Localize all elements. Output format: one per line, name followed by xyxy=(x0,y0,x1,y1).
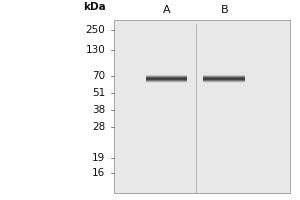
FancyBboxPatch shape xyxy=(146,76,187,77)
Text: 16: 16 xyxy=(92,168,105,178)
Text: 70: 70 xyxy=(92,71,105,81)
FancyBboxPatch shape xyxy=(203,78,245,79)
FancyBboxPatch shape xyxy=(114,20,290,193)
Text: 19: 19 xyxy=(92,153,105,163)
FancyBboxPatch shape xyxy=(203,75,245,76)
Text: B: B xyxy=(220,5,228,15)
FancyBboxPatch shape xyxy=(203,76,245,77)
Text: 38: 38 xyxy=(92,105,105,115)
FancyBboxPatch shape xyxy=(203,77,245,78)
FancyBboxPatch shape xyxy=(203,81,245,82)
FancyBboxPatch shape xyxy=(203,81,245,82)
FancyBboxPatch shape xyxy=(146,75,187,76)
FancyBboxPatch shape xyxy=(146,77,187,78)
Text: A: A xyxy=(163,5,170,15)
FancyBboxPatch shape xyxy=(203,78,245,79)
FancyBboxPatch shape xyxy=(146,79,187,80)
FancyBboxPatch shape xyxy=(146,81,187,82)
Text: 28: 28 xyxy=(92,122,105,132)
Text: 250: 250 xyxy=(86,25,105,35)
FancyBboxPatch shape xyxy=(203,77,245,78)
FancyBboxPatch shape xyxy=(146,78,187,79)
FancyBboxPatch shape xyxy=(146,82,187,83)
FancyBboxPatch shape xyxy=(146,81,187,82)
Text: kDa: kDa xyxy=(83,2,105,12)
FancyBboxPatch shape xyxy=(203,75,245,76)
FancyBboxPatch shape xyxy=(146,75,187,76)
FancyBboxPatch shape xyxy=(203,80,245,81)
FancyBboxPatch shape xyxy=(146,80,187,81)
Text: 130: 130 xyxy=(86,45,105,55)
FancyBboxPatch shape xyxy=(146,80,187,81)
FancyBboxPatch shape xyxy=(203,76,245,77)
FancyBboxPatch shape xyxy=(146,78,187,79)
FancyBboxPatch shape xyxy=(203,79,245,80)
FancyBboxPatch shape xyxy=(203,79,245,80)
FancyBboxPatch shape xyxy=(146,79,187,80)
Text: 51: 51 xyxy=(92,88,105,98)
FancyBboxPatch shape xyxy=(203,80,245,81)
FancyBboxPatch shape xyxy=(146,76,187,77)
FancyBboxPatch shape xyxy=(146,77,187,78)
FancyBboxPatch shape xyxy=(203,82,245,83)
